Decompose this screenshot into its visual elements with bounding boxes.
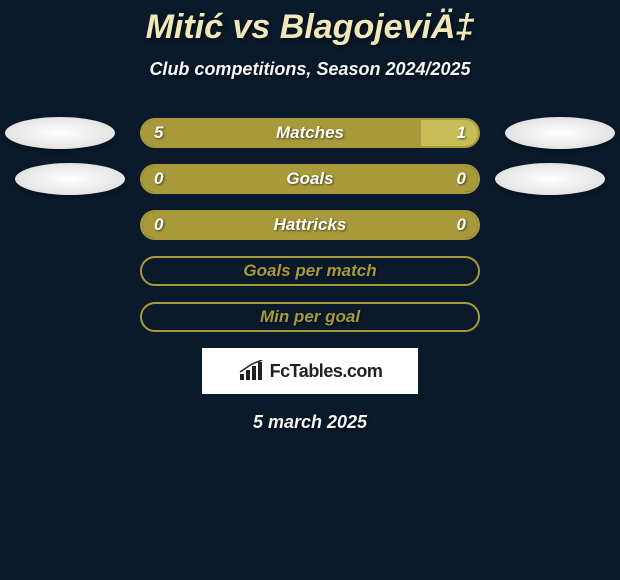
- bar-goals-per-match: Goals per match: [140, 256, 480, 286]
- bar-label: Goals: [142, 166, 478, 192]
- bar-label: Matches: [142, 120, 478, 146]
- bar-min-per-goal: Min per goal: [140, 302, 480, 332]
- stat-row-mpg: Min per goal: [0, 302, 620, 332]
- player-badge-right: [495, 163, 605, 195]
- bar-chart-icon: [238, 360, 268, 382]
- date-row: 5 march 2025: [0, 412, 620, 433]
- bar-value-right: 0: [457, 166, 466, 192]
- page-title: Mitić vs BlagojeviÄ‡: [146, 8, 475, 46]
- player-badge-left: [15, 163, 125, 195]
- bar-label: Hattricks: [142, 212, 478, 238]
- stat-row-goals: 0 Goals 0: [0, 164, 620, 194]
- stat-row-gpm: Goals per match: [0, 256, 620, 286]
- bar-label: Min per goal: [142, 304, 478, 330]
- subtitle: Club competitions, Season 2024/2025: [149, 59, 470, 79]
- stats-container: 5 Matches 1 0 Goals 0 0 Hattricks 0 Goal…: [0, 118, 620, 332]
- subtitle-row: Club competitions, Season 2024/2025: [0, 59, 620, 80]
- player-badge-left: [5, 117, 115, 149]
- bar-hattricks: 0 Hattricks 0: [140, 210, 480, 240]
- stat-row-matches: 5 Matches 1: [0, 118, 620, 148]
- brand-text: FcTables.com: [270, 361, 383, 382]
- bar-value-right: 1: [457, 120, 466, 146]
- bar-value-right: 0: [457, 212, 466, 238]
- stat-row-hattricks: 0 Hattricks 0: [0, 210, 620, 240]
- player-badge-right: [505, 117, 615, 149]
- bar-label: Goals per match: [142, 258, 478, 284]
- bar-goals: 0 Goals 0: [140, 164, 480, 194]
- bar-matches: 5 Matches 1: [140, 118, 480, 148]
- brand-box[interactable]: FcTables.com: [202, 348, 418, 394]
- date-text: 5 march 2025: [253, 412, 367, 432]
- title-row: Mitić vs BlagojeviÄ‡: [0, 0, 620, 47]
